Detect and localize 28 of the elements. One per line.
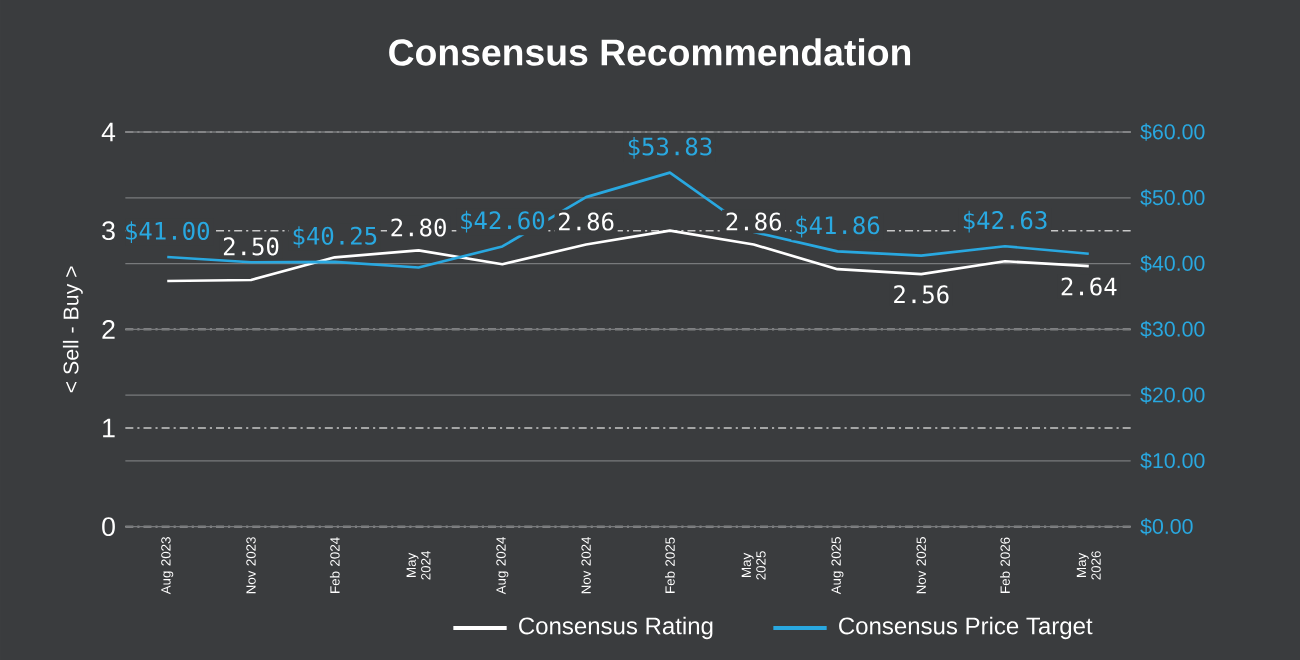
y2-tick-label: $50.00 — [1140, 189, 1205, 207]
y-tick-label: 2 — [102, 320, 115, 339]
y-tick-label: 3 — [102, 221, 115, 241]
y-axis-title: < Sell - Buy > — [62, 266, 83, 393]
y2-tick-label: $40.00 — [1140, 254, 1205, 273]
y2-tick-label: $10.00 — [1140, 452, 1205, 470]
data-label: 2.80 — [391, 218, 446, 237]
data-label: $40.25 — [293, 226, 377, 249]
data-label: $41.00 — [126, 221, 209, 244]
y-tick-label: 4 — [101, 122, 116, 142]
data-label: $42.63 — [963, 210, 1047, 233]
y2-tick-label: $30.00 — [1140, 320, 1205, 338]
legend-label: Consensus Price Target — [839, 616, 1093, 640]
data-label: $42.60 — [461, 210, 545, 233]
data-label: 2.86 — [559, 212, 614, 231]
y-tick-label: 1 — [103, 418, 115, 438]
data-label: 2.56 — [894, 285, 949, 304]
y2-tick-label: $0.00 — [1140, 518, 1193, 536]
y2-tick-label: $20.00 — [1140, 386, 1205, 404]
legend-label: Consensus Rating — [519, 616, 713, 640]
data-label: $41.86 — [796, 215, 880, 238]
y2-tick-label: $60.00 — [1140, 123, 1205, 141]
data-label: 2.50 — [223, 237, 279, 256]
y-tick-label: 0 — [102, 517, 115, 537]
data-label: 2.86 — [726, 212, 781, 231]
data-label: 2.64 — [1061, 277, 1117, 296]
chart-title: Consensus Recommendation — [389, 38, 911, 66]
data-label: $53.83 — [628, 136, 712, 159]
